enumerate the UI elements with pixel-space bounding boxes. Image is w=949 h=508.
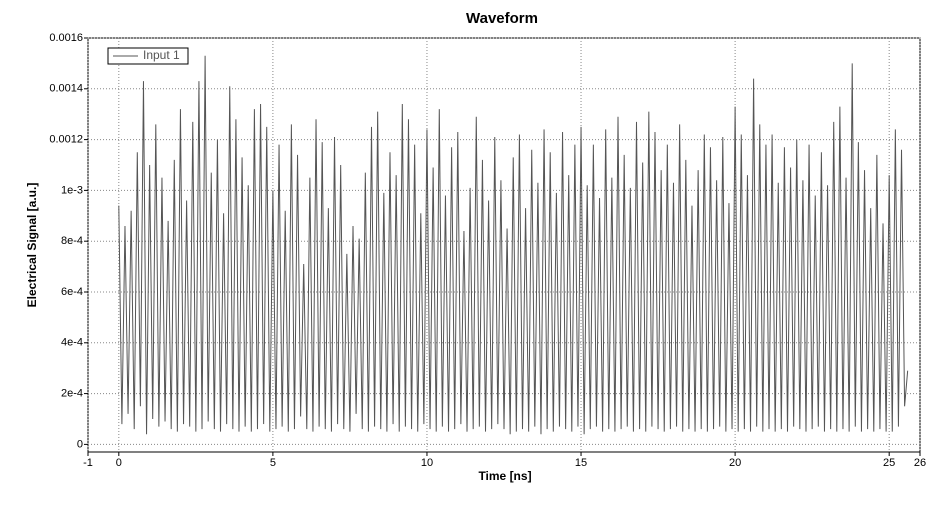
- x-tick-label: 26: [914, 457, 926, 469]
- y-tick-label: 1e-3: [61, 184, 83, 196]
- y-tick-label: 0.0016: [49, 32, 83, 44]
- x-axis-label: Time [ns]: [478, 469, 531, 483]
- y-tick-label: 0.0014: [49, 83, 83, 95]
- x-tick-label: 15: [575, 457, 587, 469]
- y-tick-label: 0: [77, 438, 83, 450]
- legend-label: Input 1: [143, 48, 180, 62]
- y-tick-label: 6e-4: [61, 286, 83, 298]
- x-tick-label: 25: [883, 457, 895, 469]
- x-tick-label: 5: [270, 457, 276, 469]
- x-tick-label: 20: [729, 457, 741, 469]
- x-tick-label: 0: [116, 457, 122, 469]
- x-tick-label: 10: [421, 457, 433, 469]
- y-tick-label: 4e-4: [61, 337, 83, 349]
- chart-title: Waveform: [466, 10, 538, 27]
- y-tick-label: 8e-4: [61, 235, 83, 247]
- x-tick-label: -1: [83, 457, 93, 469]
- y-tick-label: 2e-4: [61, 387, 83, 399]
- y-tick-label: 0.0012: [49, 134, 83, 146]
- series-line: [118, 55, 909, 435]
- legend-box: [107, 47, 189, 65]
- y-axis-label: Electrical Signal [a.u.]: [25, 183, 39, 308]
